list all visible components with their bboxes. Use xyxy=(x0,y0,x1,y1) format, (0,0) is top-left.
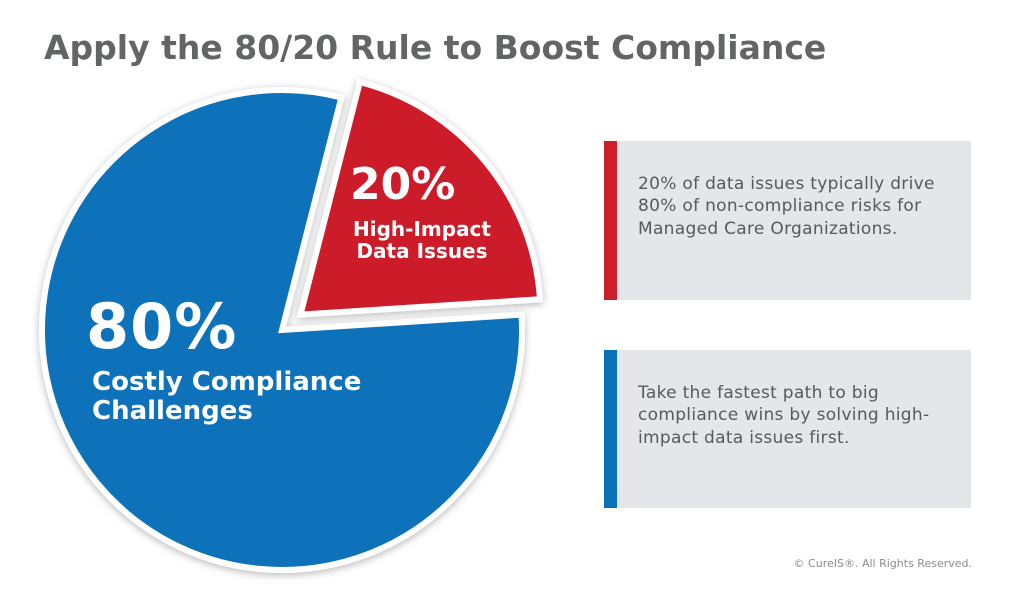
slice-80-label-line-1: Costly Compliance xyxy=(92,367,362,397)
copyright-notice: © CureIS®. All Rights Reserved. xyxy=(793,557,972,570)
page-title: Apply the 80/20 Rule to Boost Compliance xyxy=(44,28,827,67)
slice-80-percent-label: 80% xyxy=(86,290,238,363)
slice-20-percent-label: 20% xyxy=(350,159,456,210)
info-card-text: 20% of data issues typically drive 80% o… xyxy=(638,174,935,239)
slice-20-category-label: High-Impact Data Issues xyxy=(332,218,512,263)
info-card-data-issues: 20% of data issues typically drive 80% o… xyxy=(604,141,971,300)
pie-slice-80 xyxy=(39,87,525,573)
info-card-accent-bar xyxy=(604,141,617,300)
info-card-fastest-path: Take the fastest path to big compliance … xyxy=(604,350,971,508)
slice-20-label-line-2: Data Issues xyxy=(356,239,488,264)
slice-20-label-line-1: High-Impact xyxy=(353,217,491,241)
pie-slice-20 xyxy=(296,78,544,318)
info-card-accent-bar xyxy=(604,350,617,508)
slice-80-label-line-2: Challenges xyxy=(92,396,253,427)
slice-80-category-label: Costly Compliance Challenges xyxy=(92,367,362,427)
info-card-text: Take the fastest path to big compliance … xyxy=(638,383,930,448)
